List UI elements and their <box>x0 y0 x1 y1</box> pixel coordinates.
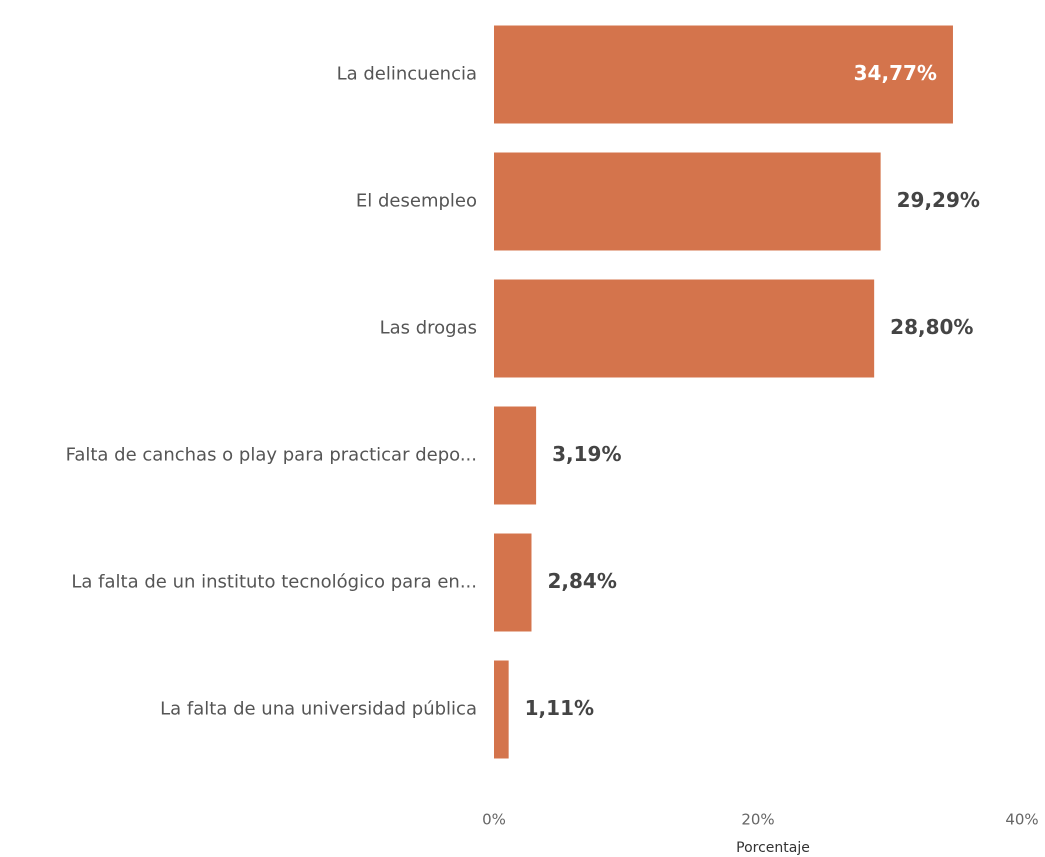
category-label: El desempleo <box>356 191 477 212</box>
x-tick-label: 0% <box>482 811 506 829</box>
bar <box>494 533 532 632</box>
bar <box>494 660 509 759</box>
bar <box>494 25 953 124</box>
bar <box>494 279 875 378</box>
category-label: La falta de una universidad pública <box>160 699 477 720</box>
bar <box>494 406 537 505</box>
value-label: 3,19% <box>552 442 621 466</box>
x-tick-label: 40% <box>1005 811 1038 829</box>
category-label: La falta de un instituto tecnológico par… <box>71 572 477 593</box>
x-tick-label: 20% <box>741 811 774 829</box>
value-label: 28,80% <box>890 315 973 339</box>
value-label: 34,77% <box>854 61 937 85</box>
value-label: 29,29% <box>897 188 980 212</box>
x-axis-label: Porcentaje <box>736 840 810 856</box>
category-label: La delincuencia <box>337 64 477 85</box>
category-label: Las drogas <box>380 318 477 339</box>
value-label: 2,84% <box>547 569 616 593</box>
bar <box>494 152 881 251</box>
category-label: Falta de canchas o play para practicar d… <box>66 445 477 466</box>
value-label: 1,11% <box>525 696 594 720</box>
